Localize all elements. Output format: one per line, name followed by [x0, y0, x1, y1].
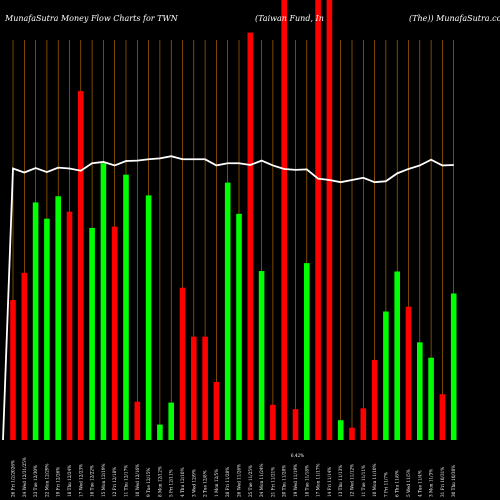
header-left: MunafaSutra Money Flow Charts for TWN [4, 14, 179, 23]
x-tick-label: 8 Mon 12/12% [157, 466, 162, 497]
bar-3 [32, 202, 39, 440]
bar-30 [337, 420, 344, 440]
bar-15 [168, 402, 174, 440]
x-tick-label: 12 Fri 12/18% [112, 467, 117, 497]
bar-11 [123, 174, 129, 440]
x-tick-label: 31 Fri 10/31% [440, 467, 445, 497]
x-tick-label: 1 Mon 12/5% [214, 469, 219, 497]
bar-14 [157, 424, 163, 440]
money-flow-line-path [2, 155, 454, 441]
x-tick-label: 4 Tue 11/4% [417, 470, 422, 497]
money-flow-line [2, 155, 454, 441]
x-tick-label: 26 Wed 11/26% [237, 464, 242, 497]
bar-9 [100, 163, 107, 441]
x-tick-label: 19 Wed 11/19% [293, 464, 298, 497]
x-tick-label: 3 Mon 11/3% [429, 469, 434, 497]
bar-5 [55, 196, 61, 440]
bar-12 [134, 401, 141, 440]
x-tick-label: 14 Fri 11/14% [327, 467, 332, 497]
x-tick-label: 9 Tue 12/15% [146, 468, 151, 497]
bar-18 [202, 336, 208, 440]
x-tick-label: 11 Thu 12/17% [124, 465, 129, 497]
x-tick-label: 3 Wed 12/9% [191, 469, 196, 497]
bar-21 [236, 213, 242, 440]
x-tick-label: 12 Wed 11/12% [350, 464, 355, 497]
x-tick-label: 18 Tue 11/18% [304, 465, 309, 497]
x-tick-label: 18 Thu 12/24% [67, 465, 72, 497]
x-tick-label: 30 Thu 10/30% [451, 465, 456, 497]
bar-10 [111, 226, 118, 440]
bar-37 [417, 342, 423, 440]
bar-31 [349, 427, 355, 440]
bar-16 [179, 287, 186, 440]
header-right: (The)) MunafaSutra.com [409, 14, 500, 23]
bar-19 [213, 381, 220, 440]
bar-38 [428, 357, 434, 440]
bar-7 [78, 91, 84, 440]
bar-33 [371, 359, 378, 440]
x-tick-label: 21 Fri 11/21% [270, 467, 275, 497]
x-tick-label: 13 Thu 11/13% [338, 465, 343, 497]
bar-2 [21, 272, 28, 440]
bar-35 [394, 271, 400, 440]
bar-24 [270, 404, 276, 440]
bar-27 [304, 263, 310, 440]
x-tick-label: 17 Mon 11/17% [316, 463, 321, 497]
bar-17 [191, 336, 197, 440]
x-tick-label: 28 Fri 11/28% [225, 467, 230, 497]
x-tick-label: 10 Mon 11/10% [372, 463, 377, 497]
bar-13 [145, 195, 152, 440]
x-tick-label: 25 Tue 11/25% [248, 465, 253, 497]
x-tick-labels: 26 Fri 1/2/2026% 24 Wed 12/31/25% 23 Tue 1… [11, 453, 457, 497]
x-tick-label: 19 Fri 12/26% [56, 467, 61, 497]
bar-32 [360, 408, 367, 440]
bar-29 [326, 0, 333, 440]
x-tick-label: 2 Tue 12/8% [203, 470, 208, 497]
x-tick-label: 5 Fri 12/11% [169, 469, 174, 497]
x-tick-label: 23 Tue 12/30% [33, 465, 38, 497]
bar-1 [10, 300, 16, 440]
x-tick-label: 17 Wed 12/23% [78, 464, 83, 497]
bar-8 [89, 227, 95, 440]
x-tick-label: 5 Wed 11/5% [406, 469, 411, 497]
x-tick-label: 20 Thu 11/20% [282, 465, 287, 497]
bar-26 [292, 409, 299, 440]
bar-28 [315, 0, 321, 440]
bar-22 [247, 32, 254, 441]
x-tick-label: 6 Thu 11/6% [395, 470, 400, 497]
bar-6 [66, 211, 73, 440]
x-tick-label: 4 Thu 12/10% [180, 467, 185, 497]
x-tick-label: 24 Wed 12/31/25% [22, 457, 27, 497]
x-tick-label: 22 Mon 12/29% [44, 463, 49, 497]
bar-36 [405, 306, 412, 440]
x-tick-label: 15 Mon 12/19% [101, 463, 106, 497]
bar-39 [439, 394, 446, 440]
bar-25 [281, 0, 287, 440]
bar-4 [44, 218, 50, 440]
x-tick-label: 7 Fri 11/7% [383, 472, 388, 497]
x-tick-label: 24 Mon 11/24% [259, 463, 264, 497]
bar-34 [383, 311, 389, 440]
bars [10, 0, 457, 441]
x-tick-label: 10 Wed 12/16% [135, 464, 140, 497]
bar-20 [224, 182, 231, 440]
x-tick-label: 11 Tue 11/11% [361, 465, 366, 497]
x-tick-label: 26 Fri 1/2/2026% [11, 460, 16, 497]
last-tick-label: 6.42% [291, 453, 304, 458]
bar-40 [450, 293, 457, 440]
x-tick-label: 16 Tue 12/22% [90, 465, 95, 497]
bar-23 [258, 271, 265, 440]
header-middle: (Taiwan Fund, In [255, 14, 324, 23]
